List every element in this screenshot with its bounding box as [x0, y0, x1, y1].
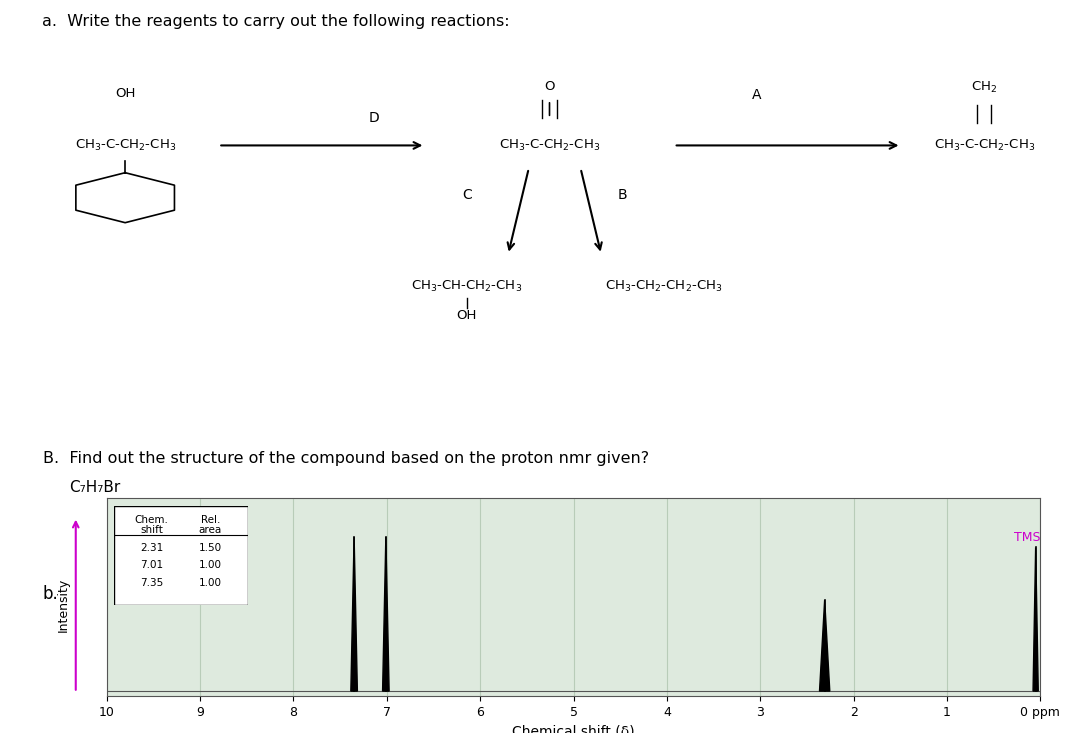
Text: D: D	[368, 111, 379, 125]
Text: 1.00: 1.00	[198, 560, 222, 570]
Polygon shape	[351, 537, 357, 691]
Text: CH$_3$-C-CH$_2$-CH$_3$: CH$_3$-C-CH$_2$-CH$_3$	[934, 138, 1035, 153]
Text: C: C	[462, 188, 472, 202]
X-axis label: Chemical shift (δ): Chemical shift (δ)	[512, 725, 635, 733]
Text: 2.31: 2.31	[140, 543, 163, 553]
Text: OH: OH	[457, 309, 477, 323]
Text: b.: b.	[43, 585, 59, 603]
Text: CH$_3$-CH-CH$_2$-CH$_3$: CH$_3$-CH-CH$_2$-CH$_3$	[411, 279, 523, 294]
Text: CH$_2$: CH$_2$	[971, 81, 998, 95]
Text: TMS: TMS	[1015, 531, 1040, 544]
Text: CH$_3$-C-CH$_2$-CH$_3$: CH$_3$-C-CH$_2$-CH$_3$	[499, 138, 600, 153]
Text: a.  Write the reagents to carry out the following reactions:: a. Write the reagents to carry out the f…	[43, 14, 510, 29]
Text: CH$_3$-CH$_2$-CH$_2$-CH$_3$: CH$_3$-CH$_2$-CH$_2$-CH$_3$	[605, 279, 722, 294]
Polygon shape	[1033, 548, 1038, 691]
Text: OH: OH	[115, 87, 136, 100]
Text: O: O	[544, 80, 555, 93]
Text: A: A	[752, 89, 761, 103]
Text: Intensity: Intensity	[57, 578, 69, 632]
Text: CH$_3$-C-CH$_2$-CH$_3$: CH$_3$-C-CH$_2$-CH$_3$	[75, 138, 176, 153]
Text: Rel.: Rel.	[201, 515, 220, 525]
Polygon shape	[383, 537, 389, 691]
Text: 7.01: 7.01	[140, 560, 163, 570]
Text: 7.35: 7.35	[140, 578, 163, 588]
Text: C₇H₇Br: C₇H₇Br	[69, 480, 121, 495]
Text: B.  Find out the structure of the compound based on the proton nmr given?: B. Find out the structure of the compoun…	[43, 451, 649, 465]
Text: shift: shift	[140, 525, 163, 535]
Text: B: B	[617, 188, 626, 202]
Text: Chem.: Chem.	[134, 515, 169, 525]
Polygon shape	[819, 600, 830, 691]
Text: 1.00: 1.00	[198, 578, 222, 588]
Text: area: area	[198, 525, 222, 535]
Text: 1.50: 1.50	[198, 543, 222, 553]
